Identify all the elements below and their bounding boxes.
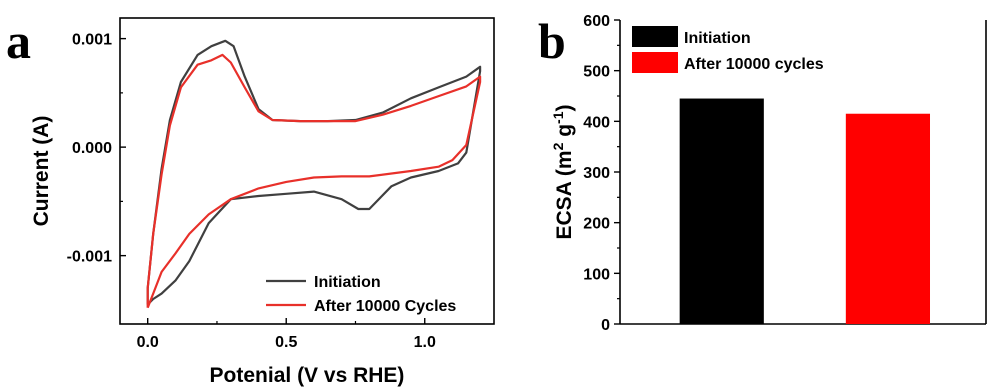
panel-label-b: b bbox=[538, 13, 566, 69]
legend-label-after-cycles: After 10000 cycles bbox=[684, 56, 824, 73]
ecsa-y-tick-label: 400 bbox=[583, 114, 610, 131]
cv-series-group bbox=[146, 39, 482, 309]
ecsa-y-ticks: 0 100 200 300 400 500 600 bbox=[583, 13, 620, 334]
ylabel-end: ) bbox=[553, 105, 576, 112]
cv-legend: Initiation After 10000 Cycles bbox=[266, 274, 456, 315]
cv-series-1 bbox=[146, 53, 482, 309]
ylabel-mid: g bbox=[553, 124, 576, 143]
ylabel-main: ECSA (m bbox=[553, 150, 576, 239]
legend-swatch-after-cycles bbox=[632, 52, 678, 73]
ecsa-y-tick-label: 0 bbox=[601, 317, 610, 334]
ylabel-sup1: 2 bbox=[550, 142, 566, 150]
cv-y-ticks: 0.001 0.000 -0.001 bbox=[67, 32, 126, 266]
ylabel-sup2: -1 bbox=[550, 111, 566, 124]
cv-x-ticks: 0.0 0.5 1.0 bbox=[137, 318, 436, 351]
cv-x-axis-label: Potenial (V vs RHE) bbox=[210, 364, 405, 387]
ecsa-y-tick-label: 600 bbox=[583, 13, 610, 30]
legend-swatch-initiation bbox=[632, 26, 678, 47]
legend-label-initiation: Initiation bbox=[684, 30, 751, 47]
legend-label-initiation: Initiation bbox=[314, 274, 381, 291]
ecsa-y-tick-label: 500 bbox=[583, 64, 610, 81]
ecsa-bar-1 bbox=[845, 113, 931, 324]
cv-y-tick-label: 0.000 bbox=[72, 140, 112, 157]
cv-x-tick-label: 0.0 bbox=[137, 334, 159, 351]
ecsa-y-tick-label: 300 bbox=[583, 165, 610, 182]
ecsa-y-tick-label: 100 bbox=[583, 266, 610, 283]
cv-chart: 0.0 0.5 1.0 0.001 0.000 -0.001 Potenial (V v… bbox=[30, 17, 495, 387]
cv-x-tick-label: 1.0 bbox=[414, 334, 436, 351]
ecsa-bars bbox=[679, 98, 931, 325]
cv-plot-frame bbox=[119, 17, 495, 325]
cv-y-tick-label: -0.001 bbox=[67, 249, 112, 266]
cv-y-tick-label: 0.001 bbox=[72, 32, 112, 49]
cv-y-axis-label: Current (A) bbox=[30, 116, 53, 227]
legend-label-after-cycles: After 10000 Cycles bbox=[314, 298, 456, 315]
ecsa-legend: Initiation After 10000 cycles bbox=[632, 26, 824, 73]
cv-series-0 bbox=[146, 39, 482, 306]
panel-label-a: a bbox=[6, 13, 31, 69]
ecsa-y-axis-label: ECSA (m2 g-1) bbox=[550, 105, 576, 240]
cv-x-tick-label: 0.5 bbox=[275, 334, 297, 351]
ecsa-y-tick-label: 200 bbox=[583, 216, 610, 233]
ecsa-bar-0 bbox=[679, 98, 764, 325]
ecsa-chart: 0 100 200 300 400 500 600 ECSA (m2 g-1) Initia… bbox=[550, 13, 987, 334]
